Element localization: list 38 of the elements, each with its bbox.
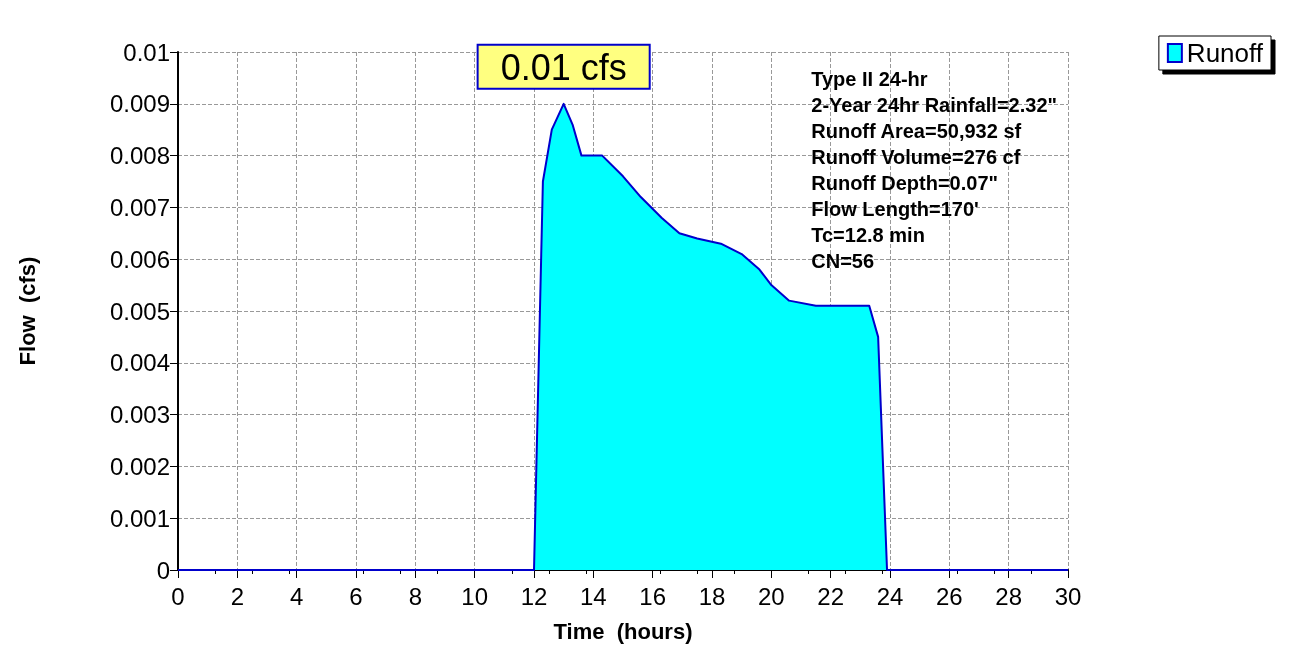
y-tick-label: 0.004 (109, 349, 170, 377)
x-tick-label: 10 (461, 582, 489, 610)
x-tick-label: 24 (876, 582, 904, 610)
y-tick-label: 0.005 (109, 297, 170, 325)
x-tick-label: 8 (408, 582, 423, 610)
y-tick-label: 0 (156, 556, 170, 584)
annotation: Runoff Area=50,932 sf (811, 120, 1022, 142)
x-tick-label: 18 (698, 582, 726, 610)
y-tick-label: 0.001 (109, 504, 170, 532)
annotation: Flow Length=170' (811, 198, 979, 220)
annotation: 0.01 cfs (500, 47, 627, 89)
annotation: CN=56 (811, 250, 875, 272)
x-tick-label: 6 (349, 582, 363, 610)
y-tick-label: 0.009 (109, 90, 170, 118)
x-tick-label: 26 (935, 582, 963, 610)
annotation: Type II 24-hr (811, 68, 928, 90)
annotation: Runoff Depth=0.07" (811, 172, 998, 194)
y-tick-label: 0.01 (123, 38, 170, 66)
annotation: Tc=12.8 min (811, 224, 925, 246)
x-tick-label: 28 (995, 582, 1023, 610)
y-axis-title: Flow (cfs) (14, 256, 40, 366)
annotation: Runoff Volume=276 cf (811, 146, 1021, 168)
x-tick-label: 14 (579, 582, 607, 610)
y-tick-label: 0.008 (109, 142, 170, 170)
x-tick-label: 12 (520, 582, 548, 610)
y-tick-label: 0.006 (109, 245, 170, 273)
x-tick-label: 30 (1054, 582, 1082, 610)
x-tick-label: 20 (757, 582, 785, 610)
annotation: 2-Year 24hr Rainfall=2.32" (811, 94, 1057, 116)
x-tick-label: 2 (230, 582, 245, 610)
y-tick-label: 0.002 (109, 452, 170, 480)
x-axis-title: Time (hours) (553, 618, 693, 644)
x-tick-label: 4 (289, 582, 304, 610)
y-tick-label: 0.003 (109, 401, 170, 429)
legend-label: Runoff (1186, 38, 1264, 68)
y-tick-label: 0.007 (109, 193, 170, 221)
x-tick-label: 22 (817, 582, 845, 610)
x-tick-label: 16 (639, 582, 667, 610)
